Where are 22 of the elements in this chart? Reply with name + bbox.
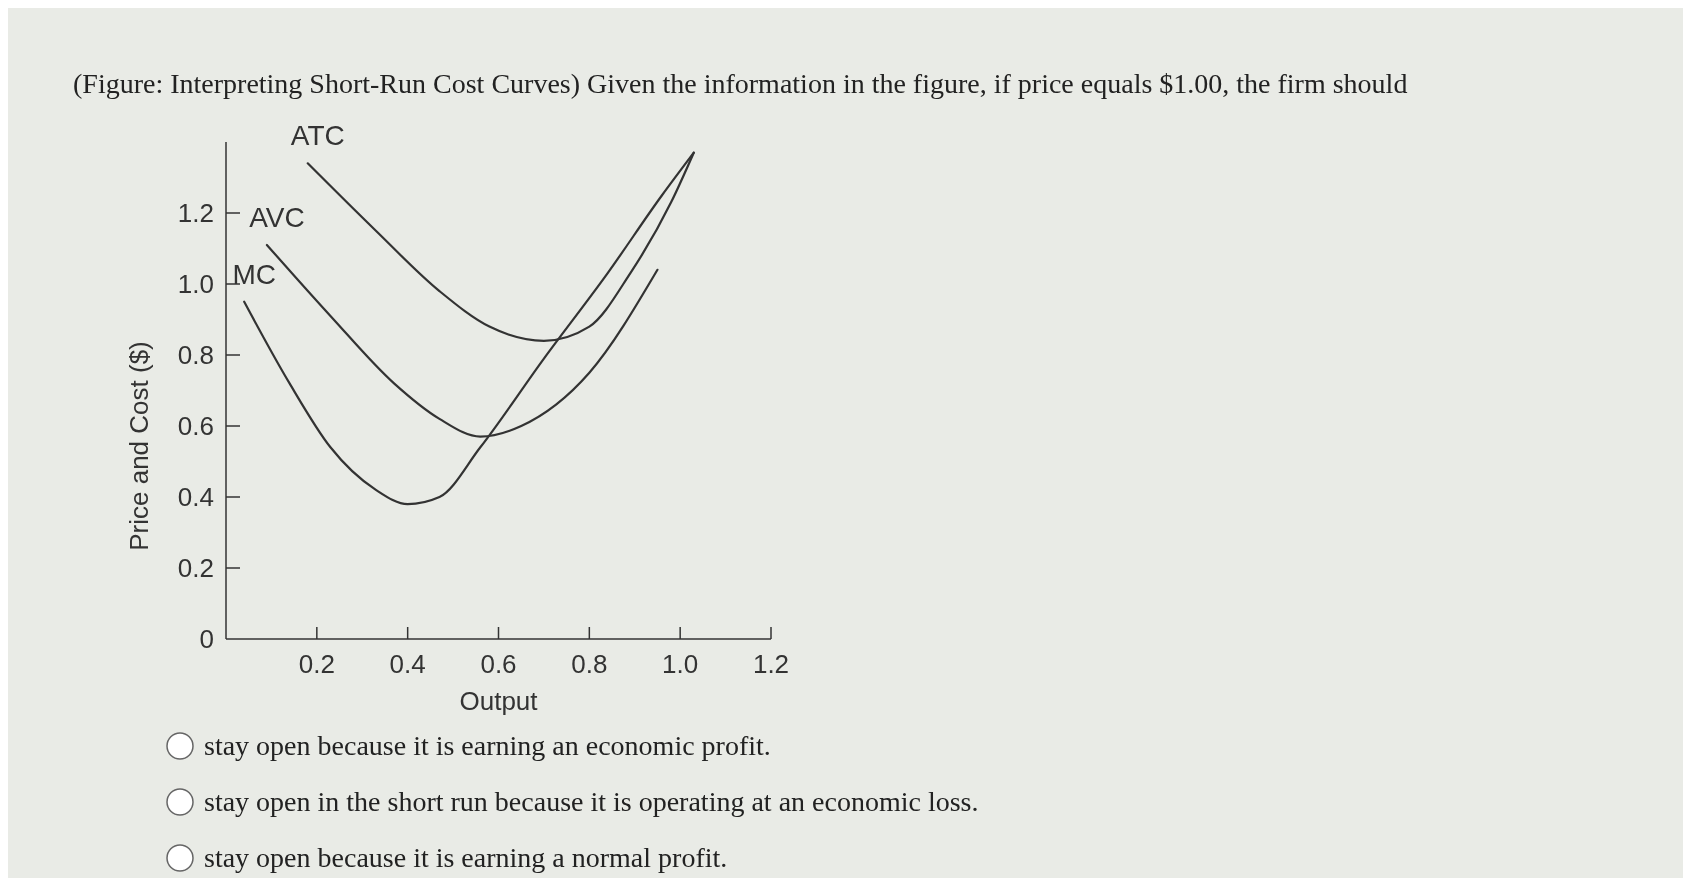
text: stay open in the short run because it is operating at an economic loss. — [204, 786, 979, 817]
x-tick-label: 0.6 — [480, 649, 517, 679]
x-tick-label: 1.2 — [752, 649, 790, 679]
y-tick-label: 1.2 — [177, 198, 214, 228]
y-tick-label: 0.6 — [177, 411, 214, 441]
chart-title: (Figure: Interpreting Short-Run Cost Curves) Given the information in the figure, if price equals $1.00, the firm should — [73, 68, 1408, 99]
text: stay open because it is earning a normal profit. — [204, 842, 728, 873]
y-axis-title: Price and Cost ($) — [124, 341, 154, 551]
y-tick-label: 0.2 — [177, 553, 214, 583]
text: stay open because it is earning an economic profit. — [204, 730, 771, 761]
x-tick-label: 0.2 — [298, 649, 335, 679]
y-tick-label: 0.8 — [177, 340, 214, 370]
y-tick-label: 0 — [199, 624, 214, 654]
x-axis-title: Output — [459, 686, 539, 716]
series-label: MC — [232, 258, 276, 290]
series-label: ATC — [290, 120, 345, 152]
x-tick-label: 1.0 — [662, 649, 699, 679]
y-tick-label: 1.0 — [177, 269, 214, 299]
x-tick-label: 0.8 — [571, 649, 608, 679]
y-tick-label: 0.4 — [177, 482, 214, 512]
series-label: AVC — [249, 201, 305, 233]
x-tick-label: 0.4 — [389, 649, 426, 679]
